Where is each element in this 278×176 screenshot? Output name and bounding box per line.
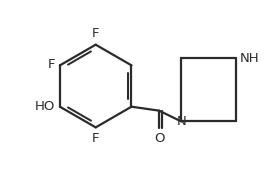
Text: F: F [92, 132, 100, 145]
Text: F: F [48, 58, 55, 71]
Text: F: F [92, 27, 100, 40]
Text: NH: NH [239, 52, 259, 65]
Text: HO: HO [34, 100, 55, 113]
Text: O: O [154, 132, 164, 145]
Text: N: N [177, 115, 186, 128]
